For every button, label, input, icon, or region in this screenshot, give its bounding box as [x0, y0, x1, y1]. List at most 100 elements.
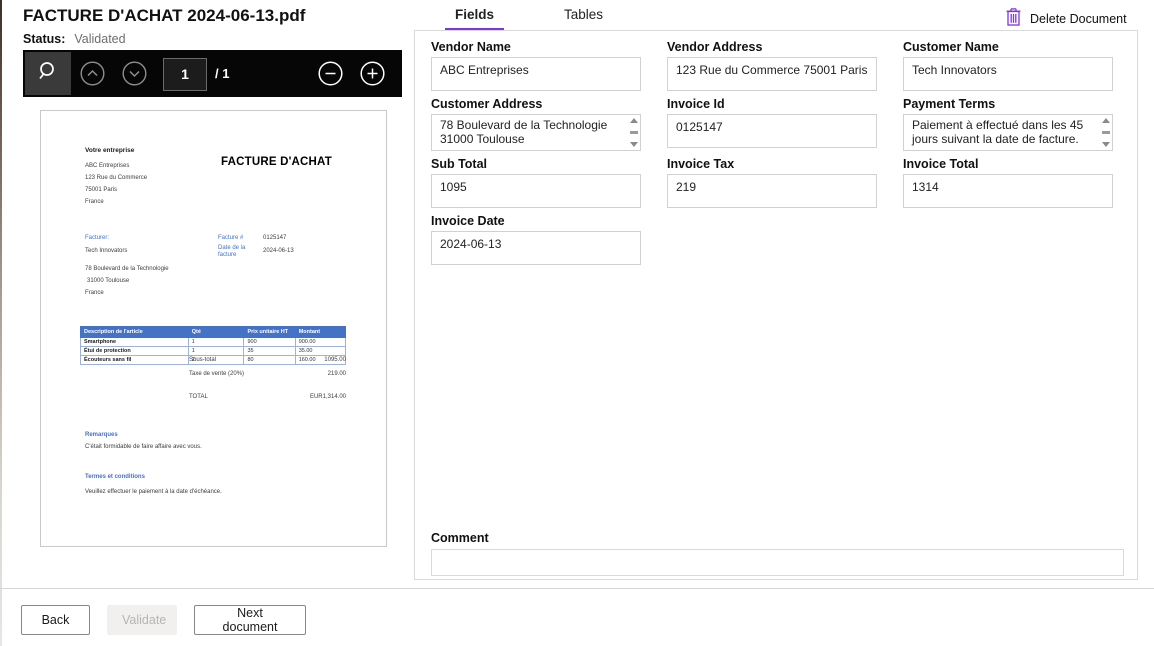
field-label: Payment Terms: [903, 97, 996, 111]
cell: Smartphone: [80, 337, 189, 347]
invoice-date-label: Date de la facture: [218, 245, 246, 258]
field-vendor-name: Vendor Name: [431, 40, 641, 91]
invoice-tax-input[interactable]: [667, 174, 877, 208]
invoice-billto-line: France: [85, 290, 104, 296]
textbox-scrollbar[interactable]: [1099, 115, 1112, 150]
page-total-label: / 1: [215, 66, 230, 81]
comment-section: Comment: [431, 531, 1124, 576]
textbox-scrollbar[interactable]: [627, 115, 640, 150]
tab-tables[interactable]: Tables: [564, 7, 604, 22]
trash-icon: [1006, 8, 1021, 29]
invoice-billto-line: 31000 Toulouse: [87, 278, 130, 284]
customer-name-input[interactable]: [903, 57, 1113, 91]
field-invoice-total: Invoice Total: [903, 157, 1113, 208]
next-document-button[interactable]: Next document: [194, 605, 306, 635]
field-label: Vendor Address: [667, 40, 763, 54]
invoice-number-value: 0125147: [263, 235, 287, 241]
col-amount: Montant: [294, 326, 347, 338]
zoom-in-button[interactable]: [360, 61, 385, 86]
invoice-date-value: 2024-06-13: [263, 248, 294, 254]
cell: Écouteurs sans fil: [80, 355, 189, 365]
invoice-terms-text: Veuillez effectuer le paiement à la date…: [85, 489, 222, 495]
status-row: Status: Validated: [23, 32, 126, 46]
col-description: Description de l'article: [80, 326, 189, 338]
field-label: Invoice Id: [667, 97, 725, 111]
field-label: Vendor Name: [431, 40, 511, 54]
cell: 160.00: [294, 355, 347, 365]
cell: Étui de protection: [80, 346, 189, 356]
field-customer-address: Customer Address 78 Boulevard de la Tech…: [431, 97, 641, 151]
search-icon: [36, 59, 60, 88]
invoice-date-input[interactable]: [431, 231, 641, 265]
field-sub-total: Sub Total: [431, 157, 641, 208]
tax-label: Taxe de vente (20%): [189, 371, 245, 377]
tab-bar: Fields Tables: [445, 5, 613, 31]
table-row: Écouteurs sans fil 2 80 160.00: [80, 355, 347, 365]
scroll-down-icon: [629, 142, 638, 147]
invoice-id-input[interactable]: [667, 114, 877, 148]
invoice-company-line: 75001 Paris: [85, 187, 118, 193]
scroll-thumb: [629, 131, 638, 134]
field-invoice-date: Invoice Date: [431, 214, 641, 265]
field-label: Invoice Date: [431, 214, 505, 228]
invoice-tax-row: Taxe de vente (20%) 219.00: [189, 371, 346, 378]
delete-document-button[interactable]: Delete Document: [1006, 8, 1127, 29]
pdf-toolbar: 1 / 1: [23, 50, 402, 97]
vendor-name-input[interactable]: [431, 57, 641, 91]
table-row: Étui de protection 1 35 35.00: [80, 346, 347, 356]
back-button[interactable]: Back: [21, 605, 90, 635]
cell: 35: [243, 346, 296, 356]
invoice-line-items-table: Description de l'article Qté Prix unitai…: [80, 326, 347, 365]
col-qty: Qté: [187, 326, 245, 338]
field-customer-name: Customer Name: [903, 40, 1113, 91]
subtotal-label: Sous-total: [189, 357, 217, 363]
status-value: Validated: [74, 32, 126, 46]
previous-page-button[interactable]: [80, 61, 105, 86]
scroll-thumb: [1101, 131, 1110, 134]
comment-input[interactable]: [431, 549, 1124, 576]
invoice-number-label: Facture #: [218, 235, 244, 241]
document-title: FACTURE D'ACHAT 2024-06-13.pdf: [23, 6, 306, 25]
chevron-up-icon: [80, 61, 105, 90]
validate-button: Validate: [107, 605, 177, 635]
pdf-page-preview[interactable]: Votre entreprise ABC Entreprises 123 Rue…: [40, 110, 387, 547]
plus-icon: [360, 61, 385, 90]
tab-fields[interactable]: Fields: [445, 5, 505, 31]
search-button[interactable]: [25, 52, 71, 95]
page-number-input[interactable]: 1: [163, 58, 207, 91]
invoice-notes-label: Remarques: [85, 432, 118, 438]
zoom-out-button[interactable]: [318, 61, 343, 86]
footer-divider: [0, 588, 1154, 589]
invoice-doc-title: FACTURE D'ACHAT: [221, 156, 332, 168]
invoice-company-header: Votre entreprise: [85, 147, 135, 154]
field-invoice-id: Invoice Id: [667, 97, 877, 151]
scroll-up-icon: [1101, 118, 1110, 123]
invoice-total-row: TOTAL EUR1,314.00: [189, 394, 346, 401]
field-label: Invoice Tax: [667, 157, 735, 171]
customer-address-input[interactable]: 78 Boulevard de la Technologie 31000 Tou…: [431, 114, 641, 151]
field-payment-terms: Payment Terms Paiement à effectué dans l…: [903, 97, 1113, 151]
invoice-billto-label: Facturer:: [85, 235, 110, 241]
total-value: EUR1,314.00: [309, 394, 346, 400]
customer-address-text: 78 Boulevard de la Technologie 31000 Tou…: [440, 118, 608, 146]
window-edge: [0, 0, 2, 646]
invoice-total-input[interactable]: [903, 174, 1113, 208]
invoice-terms-label: Termes et conditions: [85, 474, 145, 480]
vendor-address-input[interactable]: [667, 57, 877, 91]
invoice-notes-text: C'était formidable de faire affaire avec…: [85, 444, 202, 450]
total-label: TOTAL: [189, 394, 208, 400]
scroll-down-icon: [1101, 142, 1110, 147]
invoice-billto-line: 78 Boulevard de la Technologie: [85, 266, 169, 272]
scroll-up-icon: [629, 118, 638, 123]
payment-terms-input[interactable]: Paiement à effectué dans les 45 jours su…: [903, 114, 1113, 151]
payment-terms-text: Paiement à effectué dans les 45 jours su…: [912, 118, 1084, 146]
next-page-button[interactable]: [122, 61, 147, 86]
invoice-company-line: France: [85, 199, 104, 205]
invoice-billto-line: Tech Innovators: [85, 248, 128, 254]
fields-grid: Vendor Name Vendor Address Customer Name…: [431, 40, 1113, 265]
sub-total-input[interactable]: [431, 174, 641, 208]
minus-icon: [318, 61, 343, 90]
delete-document-label: Delete Document: [1030, 11, 1127, 26]
cell: 35.00: [294, 346, 347, 356]
